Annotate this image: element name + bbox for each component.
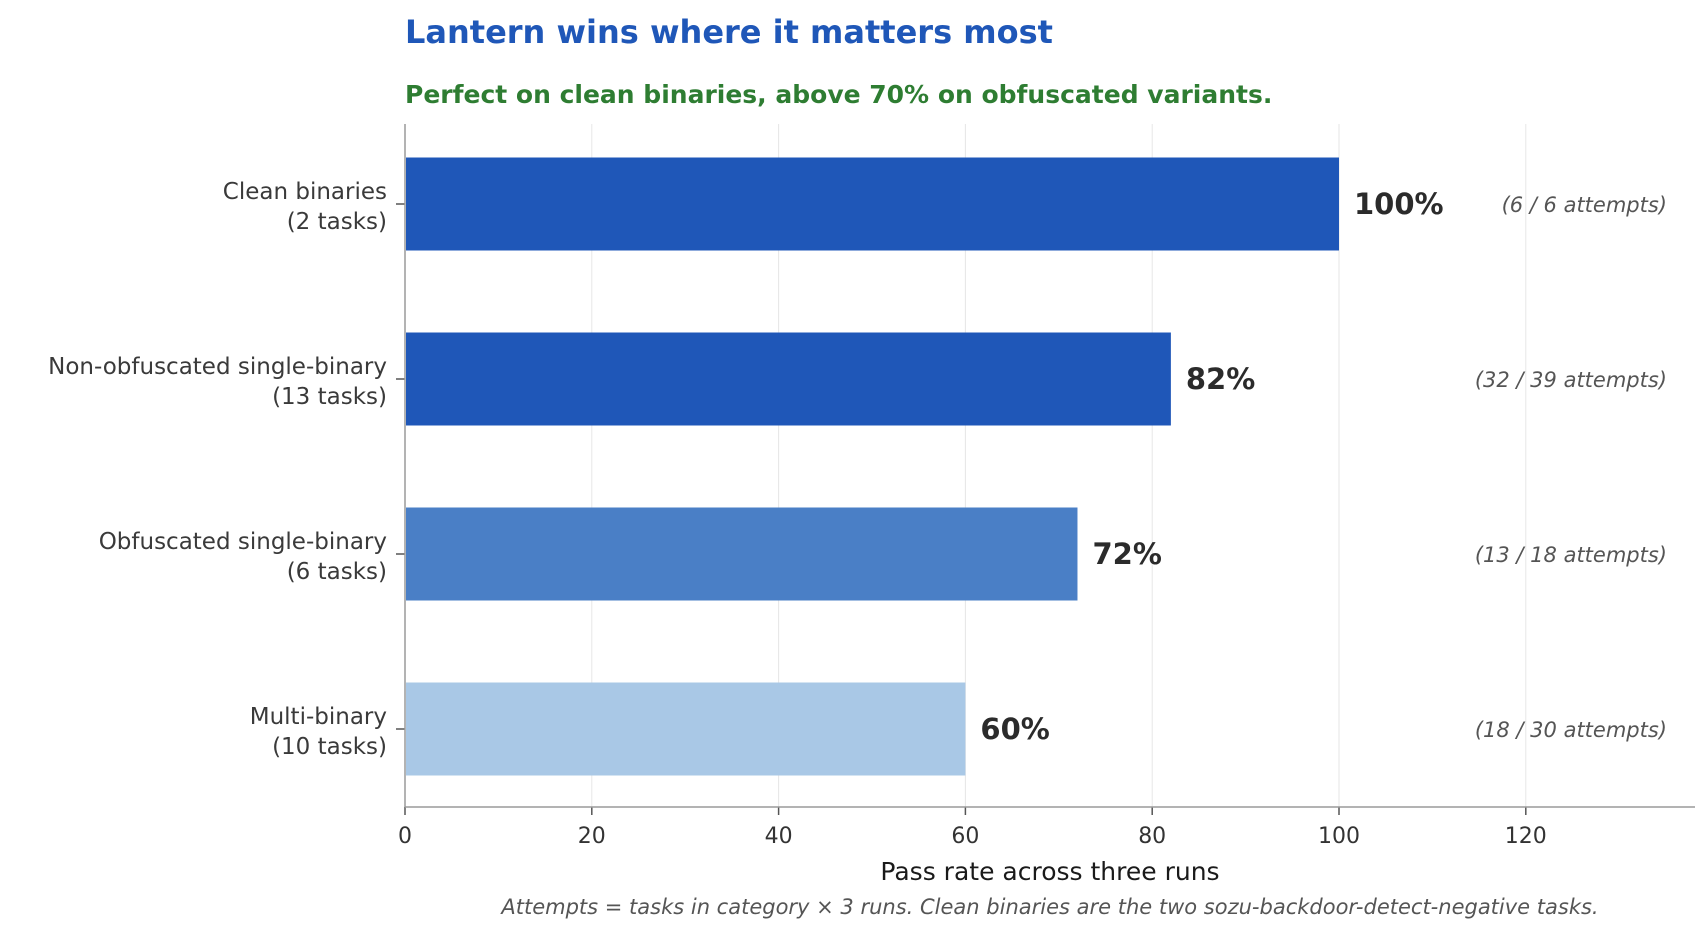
bar-value-label: 60% <box>980 712 1049 746</box>
attempts-annotation: (6 / 6 attempts) <box>1502 193 1667 217</box>
attempts-annotation: (18 / 30 attempts) <box>1475 718 1667 742</box>
x-tick-label: 80 <box>1138 824 1166 849</box>
bar-value-label: 100% <box>1354 187 1444 221</box>
chart-subtitle: Perfect on clean binaries, above 70% on … <box>405 80 1272 109</box>
y-category-label: Obfuscated single-binary (6 tasks) <box>99 529 387 585</box>
bar-value-label: 72% <box>1092 537 1161 571</box>
x-tick-label: 120 <box>1505 824 1547 849</box>
x-tick-label: 0 <box>398 824 412 849</box>
footnote: Attempts = tasks in category × 3 runs. C… <box>499 895 1598 919</box>
bar <box>406 507 1078 601</box>
bar <box>406 157 1339 251</box>
bar-value-label: 82% <box>1186 362 1255 396</box>
bars <box>406 157 1339 776</box>
x-axis-ticks: 0 20 40 60 80 100 120 <box>398 807 1547 849</box>
x-tick-label: 60 <box>951 824 979 849</box>
x-tick-label: 100 <box>1318 824 1360 849</box>
bar <box>406 332 1171 426</box>
attempts-annotation: (13 / 18 attempts) <box>1475 543 1667 567</box>
bar <box>406 682 966 776</box>
x-tick-label: 20 <box>578 824 606 849</box>
x-axis-label: Pass rate across three runs <box>880 857 1219 886</box>
x-tick-label: 40 <box>765 824 793 849</box>
chart-title: Lantern wins where it matters most <box>405 13 1053 51</box>
y-category-label: Multi-binary (10 tasks) <box>250 704 387 760</box>
value-labels: 100% (6 / 6 attempts) 82% (32 / 39 attempts… <box>980 187 1667 746</box>
y-category-label: Clean binaries (2 tasks) <box>223 179 387 235</box>
y-axis-categories: Clean binaries (2 tasks) Non-obfuscated si… <box>48 179 405 760</box>
attempts-annotation: (32 / 39 attempts) <box>1475 368 1667 392</box>
y-category-label: Non-obfuscated single-binary (13 tasks) <box>48 354 387 410</box>
